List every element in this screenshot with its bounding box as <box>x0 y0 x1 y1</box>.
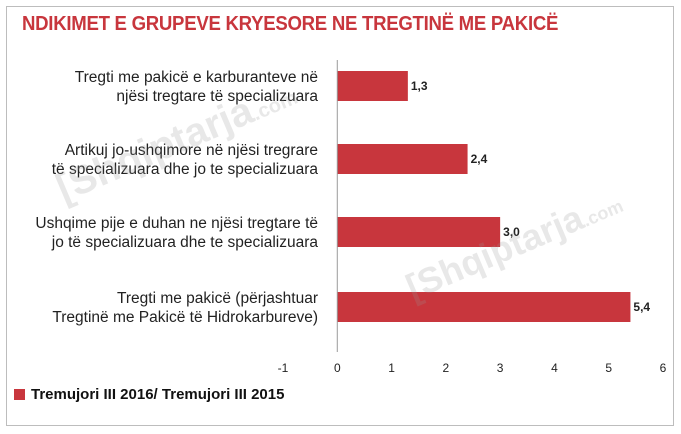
legend: Tremujori III 2016/ Tremujori III 2015 <box>14 386 284 403</box>
x-axis: -1 0 1 2 3 4 5 6 <box>278 60 667 375</box>
legend-swatch <box>14 389 25 400</box>
data-label: 2,4 <box>471 152 488 166</box>
data-label: 5,4 <box>633 300 650 314</box>
bar <box>337 71 408 101</box>
chart-frame <box>6 6 674 426</box>
x-tick-label: 5 <box>605 361 612 375</box>
category-label: njësi tregtare të specializuara <box>116 88 318 105</box>
legend-label: Tremujori III 2016/ Tremujori III 2015 <box>31 386 285 403</box>
chart-title: NDIKIMET E GRUPEVE KRYESORE NE TREGTINË … <box>22 13 559 35</box>
value-labels: 1,3 2,4 3,0 5,4 <box>411 79 651 314</box>
data-label: 1,3 <box>411 79 428 93</box>
category-label: të specializuara dhe jo te specializuara <box>52 161 319 178</box>
category-label: Tregti me pakicë e karburanteve në <box>75 69 318 86</box>
bars-group <box>337 71 631 322</box>
x-tick-label: 2 <box>443 361 450 375</box>
bar <box>337 292 631 322</box>
x-tick-label: 6 <box>660 361 667 375</box>
data-label: 3,0 <box>503 225 520 239</box>
x-tick-label: 0 <box>334 361 341 375</box>
category-label: Tregti me pakicë (përjashtuar <box>117 290 318 307</box>
bar <box>337 217 501 247</box>
x-tick-label: -1 <box>278 361 289 375</box>
x-tick-label: 3 <box>497 361 504 375</box>
category-label: Artikuj jo-ushqimore në njësi tregrare <box>65 142 318 159</box>
category-label: Tregtinë me Pakicë të Hidrokarbureve) <box>52 309 318 326</box>
category-label: jo të specializuara dhe te specializuara <box>51 234 319 251</box>
x-tick-label: 4 <box>551 361 558 375</box>
x-tick-label: 1 <box>388 361 395 375</box>
bar <box>337 144 468 174</box>
category-label: Ushqime pije e duhan ne njësi tregtare t… <box>35 215 318 232</box>
category-labels: Tregti me pakicë e karburanteve në njësi … <box>35 69 318 326</box>
